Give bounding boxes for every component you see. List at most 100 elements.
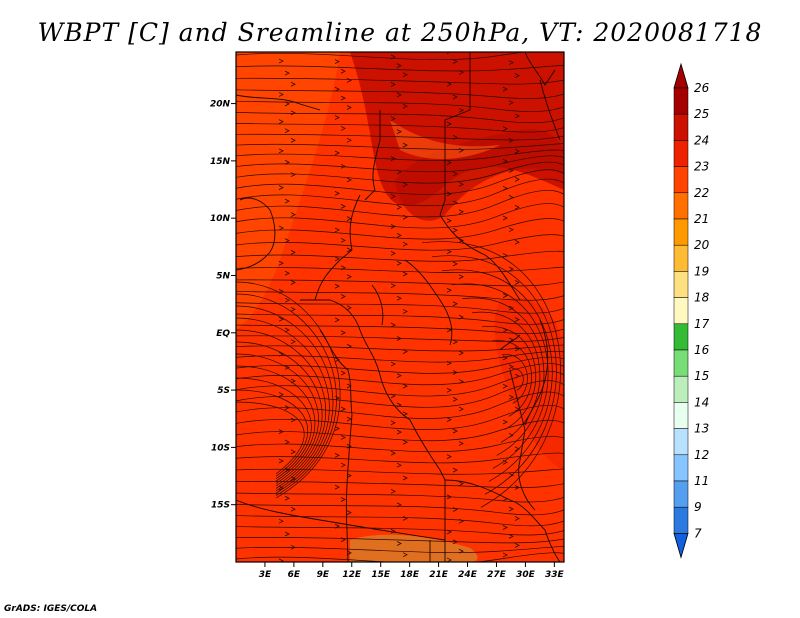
streamline <box>236 250 564 262</box>
streamline-arrow <box>391 563 395 567</box>
streamline <box>236 356 564 374</box>
streamline-arrow <box>402 349 408 354</box>
streamline-arrow <box>458 406 464 412</box>
colorbar-cell <box>673 192 689 220</box>
streamline-arrow <box>390 251 396 256</box>
colorbar-cell <box>673 297 689 325</box>
colorbar-label: 14 <box>694 395 709 409</box>
colorbar-label: 13 <box>694 422 709 436</box>
streamline-arrow <box>346 305 352 311</box>
colorbar-label: 17 <box>694 317 710 331</box>
streamline-arrow <box>340 204 346 209</box>
streamline-arrow <box>340 163 346 169</box>
colorbar-cell <box>673 375 689 403</box>
streamline <box>236 546 564 553</box>
streamline-arrow <box>514 280 520 285</box>
streamline-arrow <box>514 204 520 210</box>
streamline <box>236 353 319 484</box>
streamline-arrow <box>514 148 520 154</box>
colorbar-cell <box>673 113 689 141</box>
streamline-arrow <box>514 543 520 548</box>
streamline-arrow <box>284 70 290 76</box>
streamline-arrow <box>396 204 402 210</box>
streamline <box>236 436 564 453</box>
streamline-arrow <box>390 528 396 534</box>
streamline-arrow <box>458 518 464 524</box>
streamline-arrow <box>278 392 284 397</box>
streamline-arrow <box>446 52 451 54</box>
lon-tick-label: 18E <box>400 570 420 580</box>
streamline <box>236 89 564 99</box>
streamline-arrow <box>290 417 296 423</box>
streamline <box>236 377 312 480</box>
streamline-arrow <box>340 497 346 502</box>
streamline-arrow <box>334 115 340 120</box>
colorbar-label: 16 <box>694 343 710 357</box>
streamline-arrow <box>346 78 352 83</box>
streamline-arrow <box>340 537 346 543</box>
streamline-arrow <box>390 488 396 494</box>
streamline-arrow <box>458 107 464 113</box>
streamline <box>236 468 564 475</box>
streamline <box>236 112 564 124</box>
streamline-arrow <box>402 439 408 445</box>
streamline <box>236 133 564 141</box>
streamline-arrow <box>284 439 290 445</box>
streamline-arrow <box>402 241 408 247</box>
streamline-arrow <box>402 182 408 187</box>
streamline-arrow <box>346 177 352 183</box>
streamline-arrow <box>340 126 346 131</box>
streamline <box>236 324 564 334</box>
streamline-arrow <box>402 271 408 277</box>
streamline <box>471 311 541 443</box>
streamline-arrow <box>396 63 402 69</box>
streamline-arrow <box>340 462 346 468</box>
streamline-arrow <box>290 449 296 455</box>
streamline-arrow <box>290 476 296 482</box>
streamline-arrow <box>458 70 464 75</box>
streamline-arrow <box>390 54 396 60</box>
streamline-arrow <box>502 215 508 221</box>
streamline-arrow <box>284 495 290 501</box>
streamline-arrow <box>334 256 340 262</box>
streamline-arrow <box>284 238 290 243</box>
streamline-arrow <box>446 494 452 500</box>
streamline-arrow <box>346 343 352 349</box>
streamline <box>236 363 564 386</box>
streamline-arrow <box>390 450 396 456</box>
streamline <box>481 326 536 430</box>
streamline-arrow <box>508 100 514 106</box>
streamline-arrow <box>502 327 508 333</box>
colorbar-label: 25 <box>694 107 709 121</box>
streamline-arrow <box>284 365 290 370</box>
streamline-arrow <box>396 260 402 266</box>
colorbar-label: 15 <box>694 369 709 383</box>
streamline <box>236 52 528 61</box>
streamline-arrow <box>452 370 458 375</box>
streamline-arrow <box>502 525 508 530</box>
streamline-arrow <box>508 337 514 343</box>
streamline <box>236 351 564 363</box>
streamline-arrow <box>452 339 458 345</box>
streamline <box>236 234 564 251</box>
streamline <box>236 341 323 487</box>
streamline-arrow <box>514 485 520 490</box>
country-boundaries <box>236 52 561 562</box>
streamline-arrow <box>402 383 408 389</box>
streamline-arrow <box>452 135 458 140</box>
streamline-arrow <box>390 194 396 199</box>
streamline-arrow <box>502 158 508 164</box>
streamline-arrow <box>396 462 402 468</box>
streamline-arrow <box>390 224 396 229</box>
streamline-arrow <box>514 317 520 322</box>
colorbar-bottom-arrow <box>673 533 689 559</box>
streamline <box>236 419 564 441</box>
colorbar-cell <box>673 87 689 115</box>
streamline-arrow <box>390 420 396 426</box>
streamline-arrow <box>290 250 296 255</box>
streamline-arrow <box>508 227 514 233</box>
streamline <box>236 365 316 482</box>
streamline-arrow <box>502 126 508 131</box>
streamline-arrow <box>452 301 458 307</box>
